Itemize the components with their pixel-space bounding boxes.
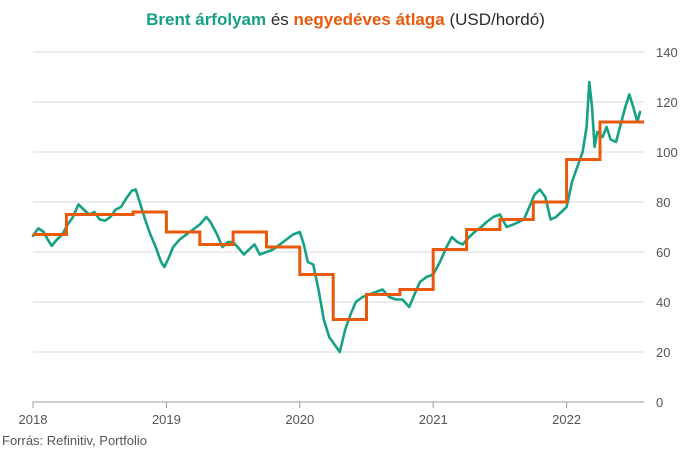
title-price-part: Brent árfolyam <box>146 10 267 29</box>
quarterly-average-step-line <box>33 120 644 321</box>
y-tick-label: 60 <box>656 245 670 260</box>
y-tick-label: 0 <box>656 395 663 410</box>
title-average-part: negyedéves átlaga <box>293 10 445 29</box>
chart-title: Brent árfolyam és negyedéves átlaga (USD… <box>0 10 691 30</box>
title-unit: (USD/hordó) <box>444 10 545 29</box>
source-note: Forrás: Refinitiv, Portfolio <box>2 433 147 448</box>
x-tick-label: 2022 <box>552 412 581 427</box>
series-layer <box>31 80 644 354</box>
y-tick-label: 100 <box>656 145 678 160</box>
brent-price-line <box>31 80 642 354</box>
x-axis-ticks: 2018 2019 2020 2021 2022 <box>19 402 581 427</box>
x-tick-label: 2020 <box>285 412 314 427</box>
title-connector: és <box>266 10 294 29</box>
x-tick-label: 2018 <box>19 412 48 427</box>
x-tick-label: 2021 <box>419 412 448 427</box>
y-axis-ticks: 0 20 40 60 80 100 120 140 <box>656 45 678 410</box>
y-tick-label: 120 <box>656 95 678 110</box>
x-tick-label: 2019 <box>152 412 181 427</box>
grid-lines <box>33 51 644 403</box>
y-tick-label: 80 <box>656 195 670 210</box>
y-tick-label: 20 <box>656 345 670 360</box>
y-tick-label: 40 <box>656 295 670 310</box>
y-tick-label: 140 <box>656 45 678 60</box>
